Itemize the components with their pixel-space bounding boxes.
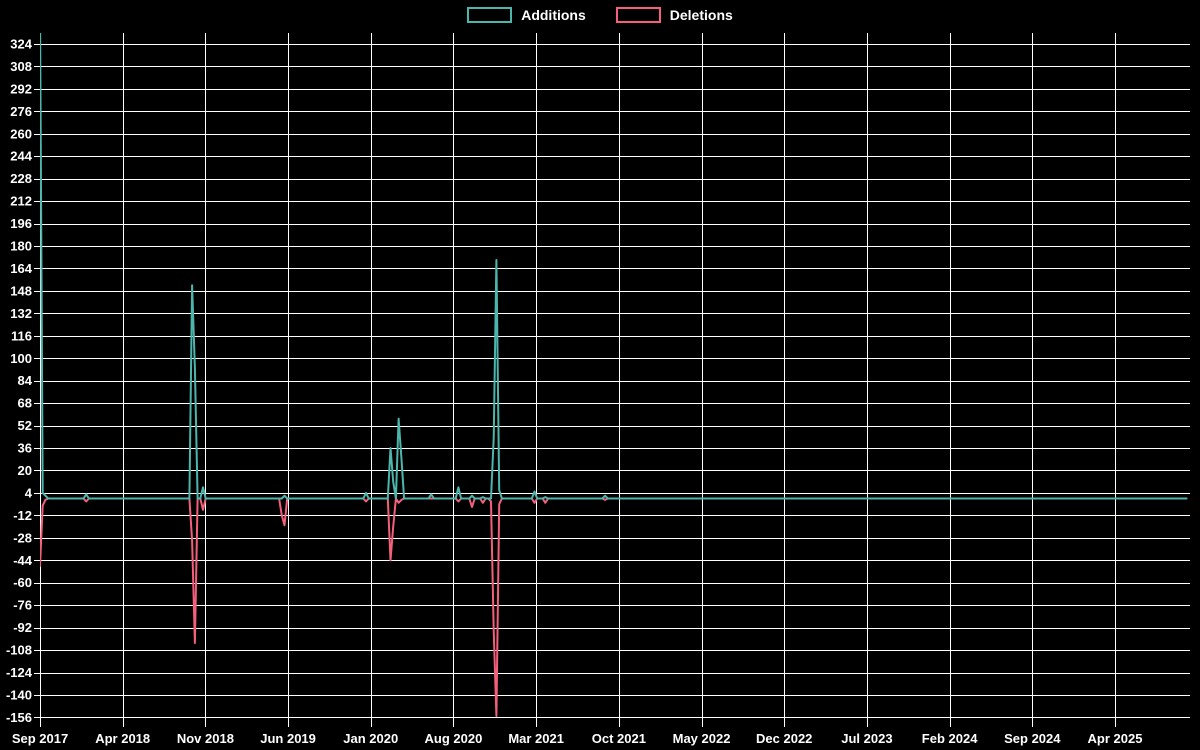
y-tick-label: 132: [10, 306, 32, 321]
y-tick-label: 276: [10, 104, 32, 119]
y-tick-label: 84: [18, 373, 33, 388]
y-tick-label: 148: [10, 283, 32, 298]
y-tick-label: 36: [18, 441, 32, 456]
x-tick-label: Jan 2020: [343, 731, 398, 746]
y-tick-label: 244: [10, 149, 32, 164]
x-tick-label: May 2022: [673, 731, 731, 746]
x-tick-label: Apr 2018: [95, 731, 150, 746]
y-tick-label: 308: [10, 59, 32, 74]
x-tick-label: Nov 2018: [177, 731, 234, 746]
legend-item-deletions[interactable]: Deletions: [615, 7, 733, 23]
x-tick-label: Feb 2024: [922, 731, 978, 746]
y-tick-label: -108: [6, 643, 32, 658]
x-tick-label: Sep 2017: [12, 731, 68, 746]
y-tick-label: 4: [25, 485, 33, 500]
y-tick-label: -12: [13, 508, 32, 523]
y-tick-label: -92: [13, 620, 32, 635]
y-tick-label: 292: [10, 81, 32, 96]
y-tick-label: -44: [13, 553, 33, 568]
additions-line: [40, 33, 1188, 500]
y-tick-label: -156: [6, 710, 32, 725]
y-tick-label: 260: [10, 126, 32, 141]
y-tick-label: 324: [10, 37, 32, 52]
grid-lines: [34, 33, 1190, 727]
additions-label: Additions: [521, 7, 586, 23]
deletions-swatch-icon: [615, 7, 661, 23]
data-series: [40, 33, 1188, 717]
y-tick-label: -76: [13, 598, 32, 613]
x-tick-label: Sep 2024: [1004, 731, 1061, 746]
chart-legend: Additions Deletions: [0, 7, 1200, 23]
y-tick-label: 212: [10, 194, 32, 209]
y-tick-label: 100: [10, 351, 32, 366]
y-tick-label: 116: [11, 328, 32, 343]
y-tick-label: -60: [13, 575, 32, 590]
x-tick-label: Jul 2023: [841, 731, 892, 746]
deletions-label: Deletions: [669, 7, 733, 23]
x-tick-label: Aug 2020: [425, 731, 483, 746]
deletions-line: [40, 497, 1188, 717]
x-tick-label: Mar 2021: [508, 731, 564, 746]
y-tick-label: 228: [10, 171, 32, 186]
additions-swatch-icon: [467, 7, 513, 23]
legend-item-additions[interactable]: Additions: [467, 7, 586, 23]
x-tick-label: Dec 2022: [756, 731, 812, 746]
x-tick-label: Apr 2025: [1088, 731, 1143, 746]
axis-labels: 324 308 292 276 260 244 228 212 196 180 164 148 132 1…: [6, 37, 1142, 747]
x-tick-label: Jun 2019: [260, 731, 316, 746]
y-tick-label: 20: [18, 463, 32, 478]
y-tick-label: 196: [10, 216, 32, 231]
x-tick-label: Oct 2021: [592, 731, 646, 746]
y-tick-label: 164: [10, 261, 32, 276]
y-tick-label: -140: [6, 687, 32, 702]
y-tick-label: -124: [6, 665, 33, 680]
y-tick-label: 68: [18, 396, 32, 411]
y-tick-label: 180: [10, 239, 32, 254]
y-tick-label: 52: [18, 418, 32, 433]
y-tick-label: -28: [13, 530, 32, 545]
